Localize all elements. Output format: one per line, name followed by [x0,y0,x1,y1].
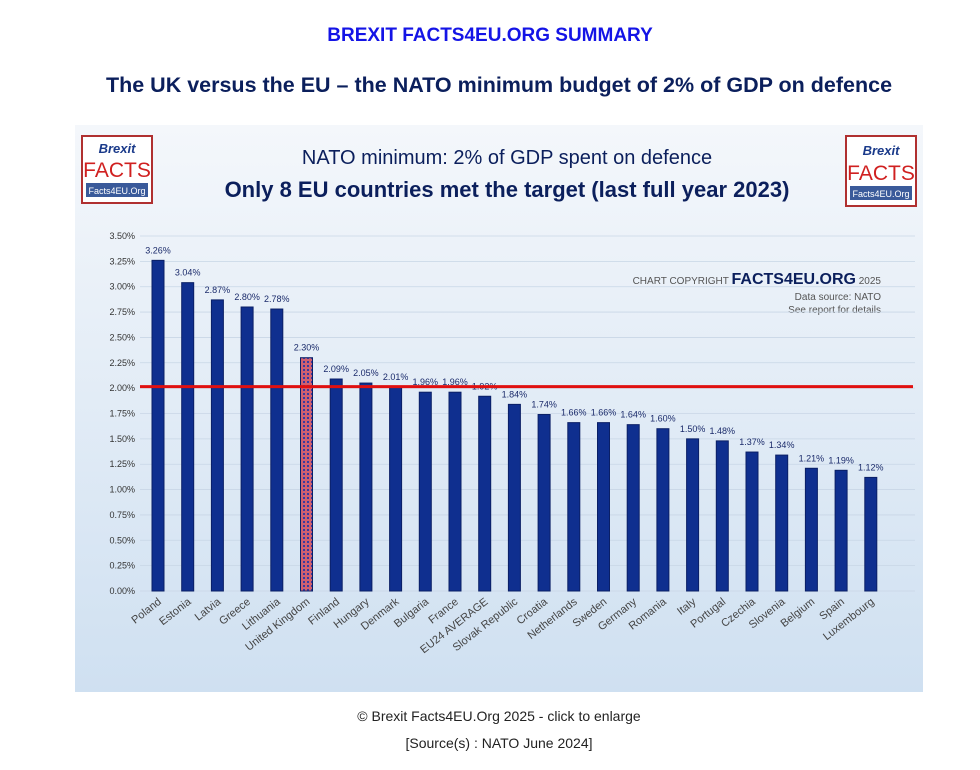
bar-hungary [359,382,373,592]
data-label: 1.64% [620,410,646,420]
logo-text: FACTS [847,162,915,185]
y-tick-label: 2.75% [109,307,135,317]
y-tick-label: 0.50% [109,535,135,545]
source-note: [Source(s) : NATO June 2024] [405,735,593,751]
data-label: 1.19% [828,455,854,465]
logo-text: FACTS [83,159,151,182]
bar-eu24-average [478,395,492,592]
bar-germany [626,424,640,592]
bar-portugal [715,440,729,592]
copyright-note: See report for details [788,305,881,316]
bar-greece [240,306,254,592]
bar-finland [329,378,343,592]
y-tick-label: 2.00% [109,383,135,393]
bar-slovenia [775,454,789,592]
data-label: 1.66% [591,408,617,418]
bar-slovak-republic [507,403,521,592]
bar-bulgaria [418,391,432,592]
bar-croatia [537,414,551,592]
bar-lithuania [270,308,284,592]
bar-estonia [181,282,195,592]
bar-belgium [804,467,818,592]
data-label: 1.84% [502,389,528,399]
bar-czechia [745,451,759,592]
svg-text:CHART COPYRIGHT FACTS4EU.ORG 2: CHART COPYRIGHT FACTS4EU.ORG 2025 [633,271,882,288]
copyright-block: CHART COPYRIGHT FACTS4EU.ORG 2025 Data s… [633,271,882,316]
bar-sweden [597,422,610,592]
y-tick-label: 0.25% [109,561,135,571]
bar-united-kingdom [300,357,313,592]
y-tick-label: 0.00% [109,586,135,596]
bar-france [448,391,462,592]
y-tick-label: 0.75% [109,510,135,520]
y-tick-label: 3.50% [109,231,135,241]
bar-romania [656,428,670,592]
data-label: 1.74% [531,400,557,410]
data-label: 1.12% [858,462,884,472]
data-label: 2.01% [383,372,409,382]
bar-spain [834,469,848,592]
y-tick-label: 2.25% [109,358,135,368]
data-label: 2.30% [294,343,320,353]
copyright-prefix: CHART COPYRIGHT [633,276,729,287]
copyright-source: Data source: NATO [795,292,882,303]
bar-poland [151,259,165,592]
data-label: 3.04% [175,268,201,278]
y-tick-label: 3.00% [109,282,135,292]
data-label: 1.50% [680,424,706,434]
chart-title: NATO minimum: 2% of GDP spent on defence [302,147,712,169]
defence-spending-chart[interactable]: Brexit FACTS Facts4EU.Org Brexit FACTS F… [75,125,923,692]
logo-right: Brexit FACTS Facts4EU.Org [845,135,917,207]
data-label: 1.21% [799,453,825,463]
copyright-year: 2025 [859,276,882,287]
data-label: 1.34% [769,440,795,450]
data-label: 3.26% [145,245,171,255]
logo-text: Facts4EU.Org [852,189,909,199]
data-label: 2.78% [264,294,290,304]
y-tick-label: 1.50% [109,434,135,444]
copyright-brand: FACTS4EU.ORG [732,271,856,288]
page-subtitle: The UK versus the EU – the NATO minimum … [105,73,893,97]
logo-text: Facts4EU.Org [88,186,145,196]
page-header: BREXIT FACTS4EU.ORG SUMMARY [327,25,653,46]
data-label: 2.80% [234,292,260,302]
bar-luxembourg [864,476,878,592]
data-label: 2.09% [323,364,349,374]
y-tick-label: 3.25% [109,256,135,266]
logo-text: Brexit [863,143,901,158]
data-label: 1.37% [739,437,765,447]
bar-netherlands [567,422,581,592]
data-label: 1.96% [413,377,439,387]
bar-latvia [210,299,224,592]
caption[interactable]: © Brexit Facts4EU.Org 2025 - click to en… [357,708,641,724]
bar-denmark [389,386,403,592]
data-label: 1.66% [561,408,587,418]
data-label: 2.87% [205,285,231,295]
y-tick-label: 1.25% [109,459,135,469]
data-label: 1.60% [650,414,676,424]
logo-text: Brexit [99,141,137,156]
y-tick-label: 2.50% [109,332,135,342]
y-tick-label: 1.75% [109,409,135,419]
data-label: 1.96% [442,377,468,387]
bar-italy [686,438,700,592]
y-tick-label: 1.00% [109,485,135,495]
data-label: 1.48% [710,426,736,436]
data-label: 2.05% [353,368,379,378]
chart-subtitle: Only 8 EU countries met the target (last… [225,177,790,202]
logo-left: Brexit FACTS Facts4EU.Org [81,135,153,204]
